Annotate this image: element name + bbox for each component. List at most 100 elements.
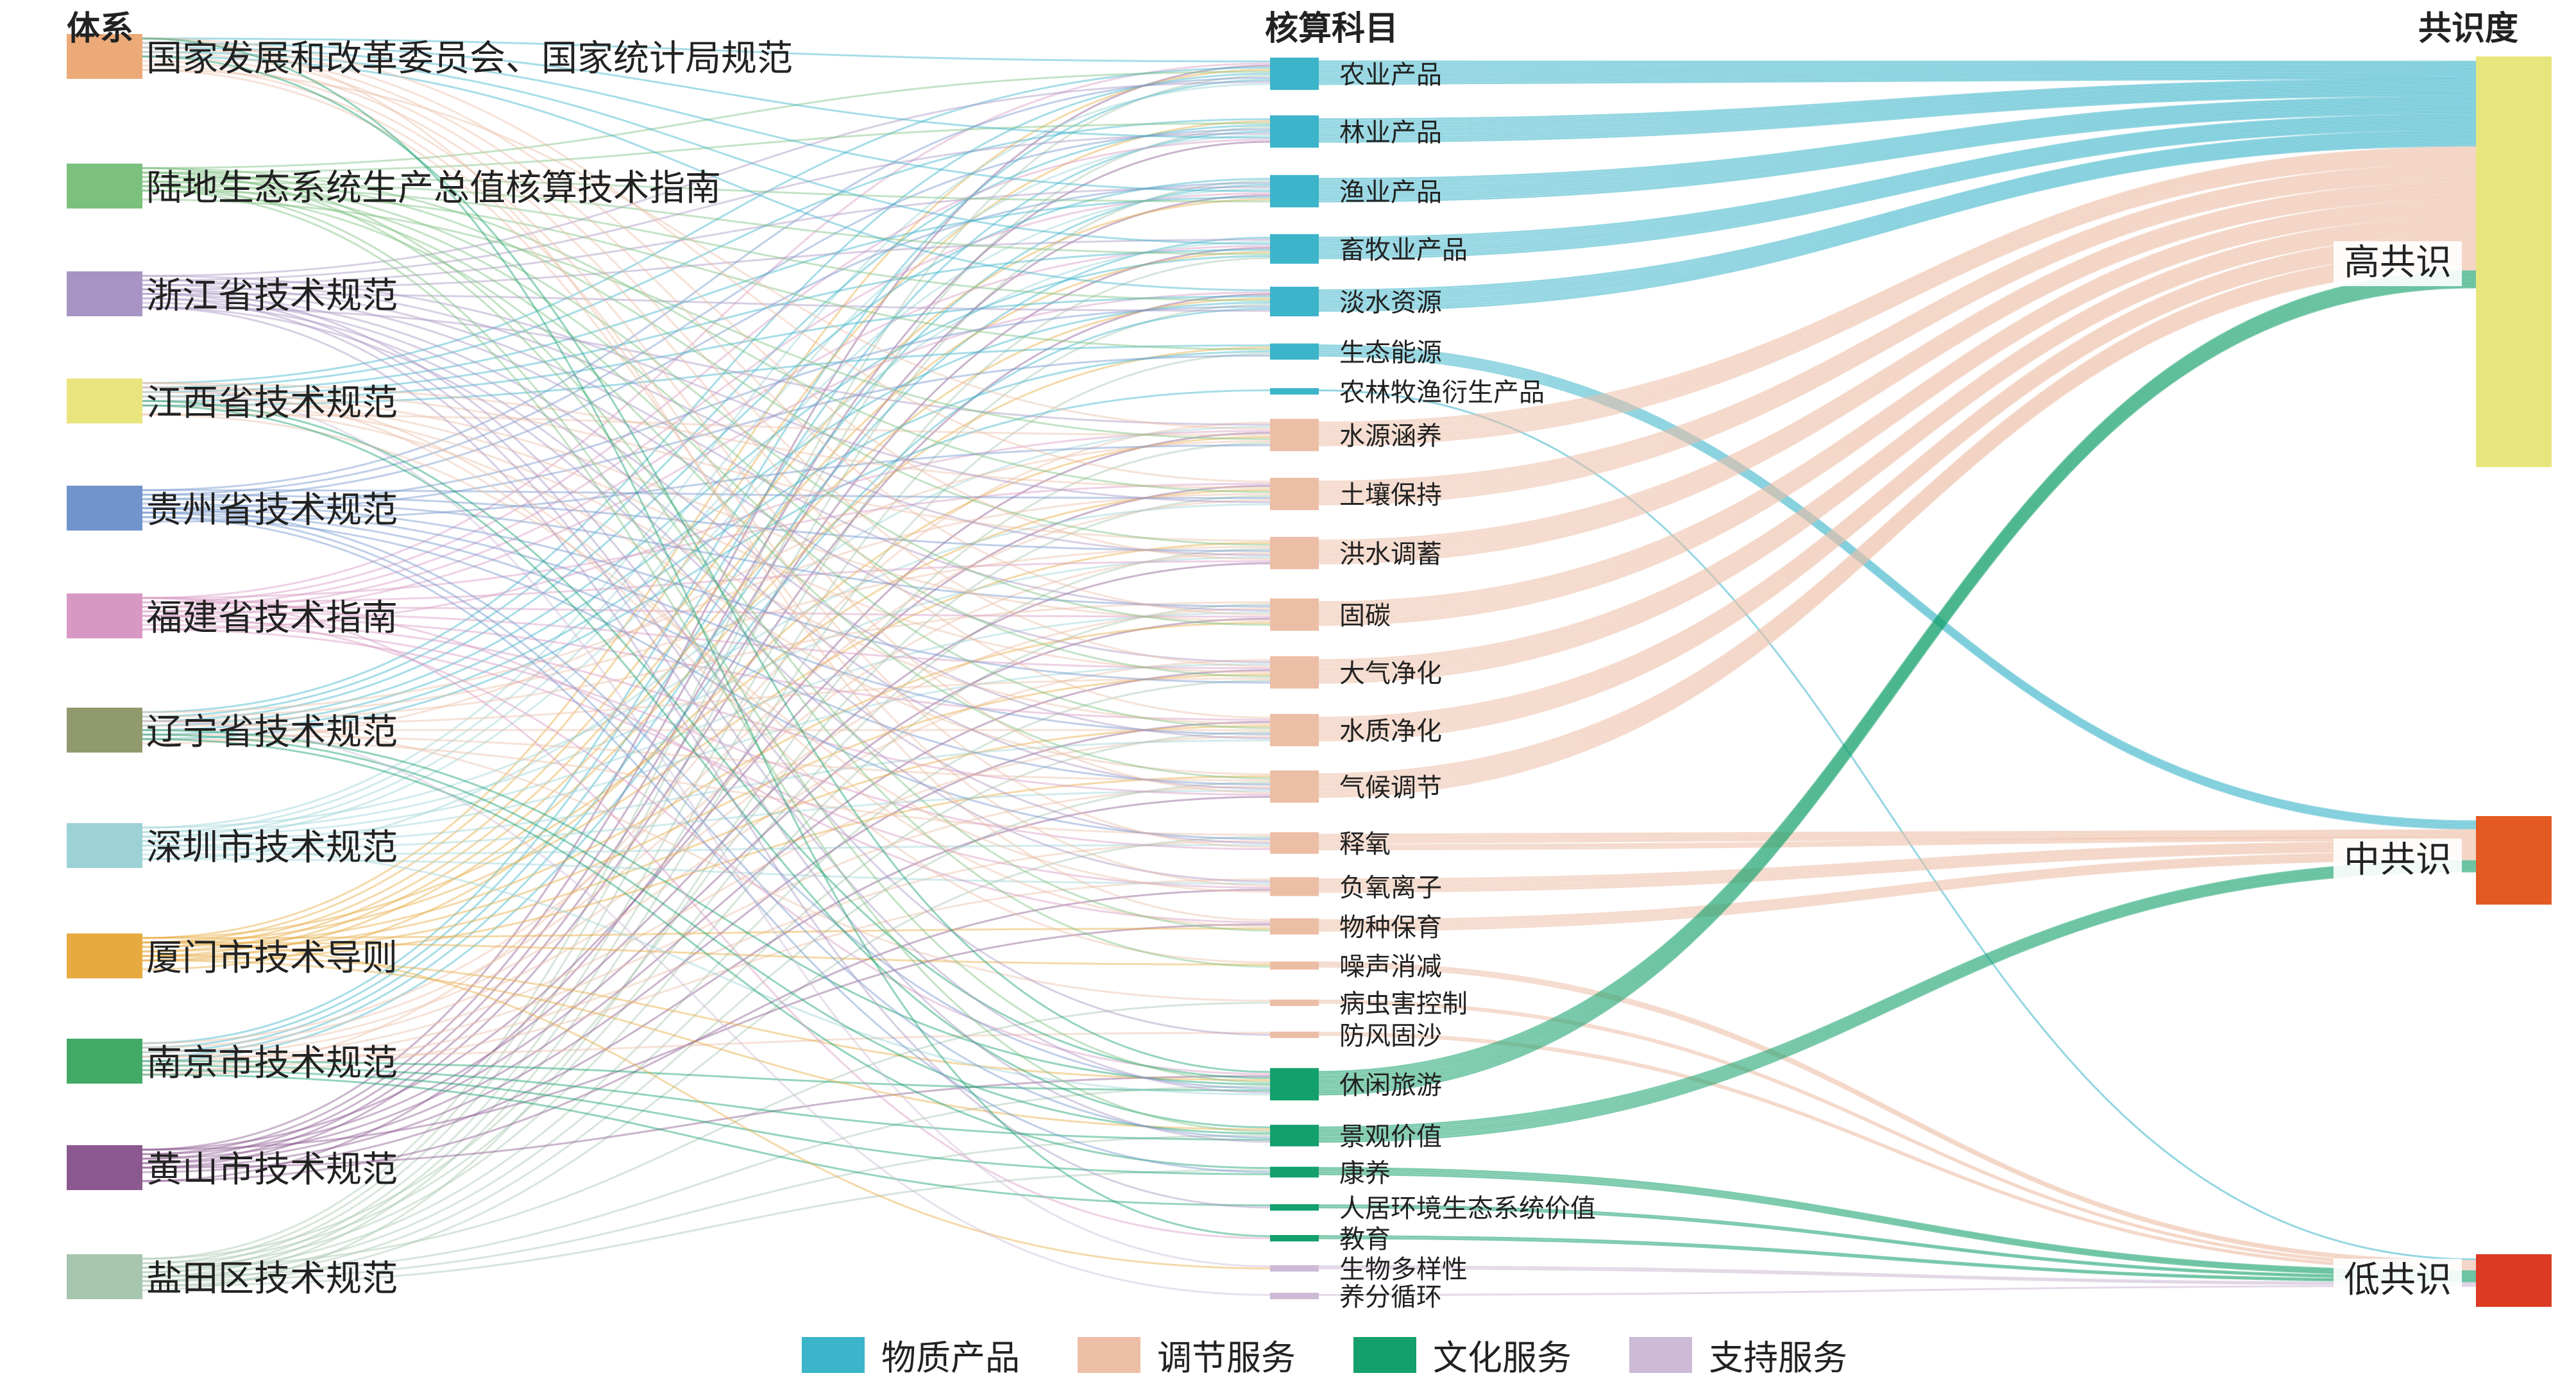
item-label-10: 固碳 — [1339, 601, 1391, 631]
consensus-node-mid — [2476, 816, 2552, 905]
system-node-6 — [67, 708, 142, 753]
item-label-8: 土壤保持 — [1339, 481, 1442, 510]
item-node-6 — [1270, 388, 1319, 395]
item-node-13 — [1270, 771, 1319, 803]
item-label-14: 释氧 — [1339, 830, 1391, 859]
item-label-25: 生物多样性 — [1339, 1255, 1468, 1284]
system-node-10 — [67, 1145, 142, 1190]
system-label-1: 陆地生态系统生产总值核算技术指南 — [146, 167, 721, 209]
system-to-item-links — [142, 38, 1270, 1295]
item-label-12: 水质净化 — [1339, 717, 1442, 746]
consensus-node-high — [2476, 56, 2552, 467]
item-node-1 — [1270, 115, 1319, 148]
item-node-11 — [1270, 656, 1319, 688]
item-node-20 — [1270, 1068, 1319, 1100]
legend-item-supporting: 支持服务 — [1629, 1329, 1847, 1380]
consensus-label-mid: 中共识 — [2344, 839, 2452, 881]
system-node-2 — [67, 271, 142, 316]
item-node-4 — [1270, 287, 1319, 316]
legend-label-material: 物质产品 — [881, 1329, 1020, 1380]
system-label-10: 黄山市技术规范 — [146, 1149, 398, 1191]
item-node-5 — [1270, 343, 1319, 359]
consensus-node-low — [2476, 1254, 2552, 1307]
item-node-15 — [1270, 877, 1319, 896]
link-item-consensus — [1319, 1286, 2476, 1295]
item-label-19: 防风固沙 — [1339, 1021, 1442, 1051]
item-label-2: 渔业产品 — [1339, 178, 1442, 207]
link-item-consensus — [1319, 861, 2476, 1127]
link-item-consensus — [1319, 1035, 2476, 1270]
system-label-0: 国家发展和改革委员会、国家统计局规范 — [146, 38, 793, 80]
legend-swatch-regulating — [1078, 1337, 1140, 1373]
item-node-9 — [1270, 537, 1319, 569]
system-label-4: 贵州省技术规范 — [146, 490, 398, 531]
legend-swatch-cultural — [1353, 1337, 1416, 1373]
legend-label-supporting: 支持服务 — [1709, 1329, 1847, 1380]
item-node-3 — [1270, 234, 1319, 264]
item-node-21 — [1270, 1125, 1319, 1146]
item-node-18 — [1270, 1000, 1319, 1006]
header-consensus: 共识度 — [2418, 1, 2518, 49]
system-node-11 — [67, 1254, 142, 1299]
system-label-9: 南京市技术规范 — [146, 1043, 398, 1084]
system-label-8: 厦门市技术导则 — [146, 937, 398, 979]
item-node-24 — [1270, 1235, 1319, 1241]
item-node-26 — [1270, 1293, 1319, 1299]
item-label-9: 洪水调蓄 — [1339, 540, 1442, 569]
link-item-consensus — [1319, 862, 2476, 1129]
link-item-consensus — [1319, 1033, 2476, 1268]
item-node-19 — [1270, 1032, 1319, 1038]
item-label-5: 生态能源 — [1339, 338, 1442, 368]
item-node-7 — [1270, 419, 1319, 451]
legend-item-regulating: 调节服务 — [1078, 1329, 1296, 1380]
item-label-20: 休闲旅游 — [1339, 1071, 1442, 1100]
item-label-15: 负氧离子 — [1339, 873, 1442, 903]
item-node-10 — [1270, 599, 1319, 631]
legend-item-cultural: 文化服务 — [1353, 1329, 1572, 1380]
system-label-5: 福建省技术指南 — [146, 597, 398, 639]
item-node-23 — [1270, 1204, 1319, 1211]
legend-label-regulating: 调节服务 — [1157, 1329, 1296, 1380]
system-node-4 — [67, 486, 142, 531]
link-item-consensus — [1319, 63, 2476, 64]
item-node-17 — [1270, 962, 1319, 970]
item-label-11: 大气净化 — [1339, 659, 1442, 688]
item-node-12 — [1270, 714, 1319, 746]
item-label-7: 水源涵养 — [1339, 422, 1442, 451]
item-node-22 — [1270, 1167, 1319, 1178]
header-systems: 体系 — [67, 1, 133, 49]
link-item-consensus — [1319, 209, 2476, 615]
item-label-24: 教育 — [1339, 1225, 1391, 1254]
system-node-7 — [67, 823, 142, 868]
item-label-4: 淡水资源 — [1339, 288, 1442, 318]
system-label-11: 盐田区技术规范 — [146, 1258, 398, 1300]
item-label-0: 农业产品 — [1339, 60, 1442, 90]
link-item-consensus — [1319, 867, 2476, 1136]
item-node-14 — [1270, 832, 1319, 854]
system-label-6: 辽宁省技术规范 — [146, 711, 398, 753]
legend-label-cultural: 文化服务 — [1433, 1329, 1572, 1380]
link-item-consensus — [1319, 865, 2476, 1134]
item-node-25 — [1270, 1265, 1319, 1272]
system-label-7: 深圳市技术规范 — [146, 827, 398, 869]
category-legend: 物质产品 调节服务 文化服务 支持服务 — [802, 1329, 1847, 1380]
item-to-consensus-links — [1319, 62, 2476, 1295]
item-label-23: 人居环境生态系统价值 — [1339, 1194, 1596, 1223]
item-label-26: 养分循环 — [1339, 1282, 1442, 1312]
link-item-consensus — [1319, 870, 2476, 1140]
system-node-1 — [67, 164, 142, 209]
link-item-consensus — [1319, 864, 2476, 1132]
link-item-consensus — [1319, 869, 2476, 1138]
item-label-17: 噪声消减 — [1339, 952, 1442, 982]
item-label-18: 病虫害控制 — [1339, 989, 1468, 1019]
link-item-consensus — [1319, 871, 2476, 1141]
legend-item-material: 物质产品 — [802, 1329, 1020, 1380]
item-node-8 — [1270, 478, 1319, 510]
legend-swatch-supporting — [1629, 1337, 1692, 1373]
item-label-21: 景观价值 — [1339, 1122, 1442, 1152]
item-label-13: 气候调节 — [1339, 773, 1442, 803]
consensus-label-high: 高共识 — [2344, 242, 2452, 284]
item-label-16: 物种保育 — [1339, 913, 1442, 942]
system-node-3 — [67, 379, 142, 423]
